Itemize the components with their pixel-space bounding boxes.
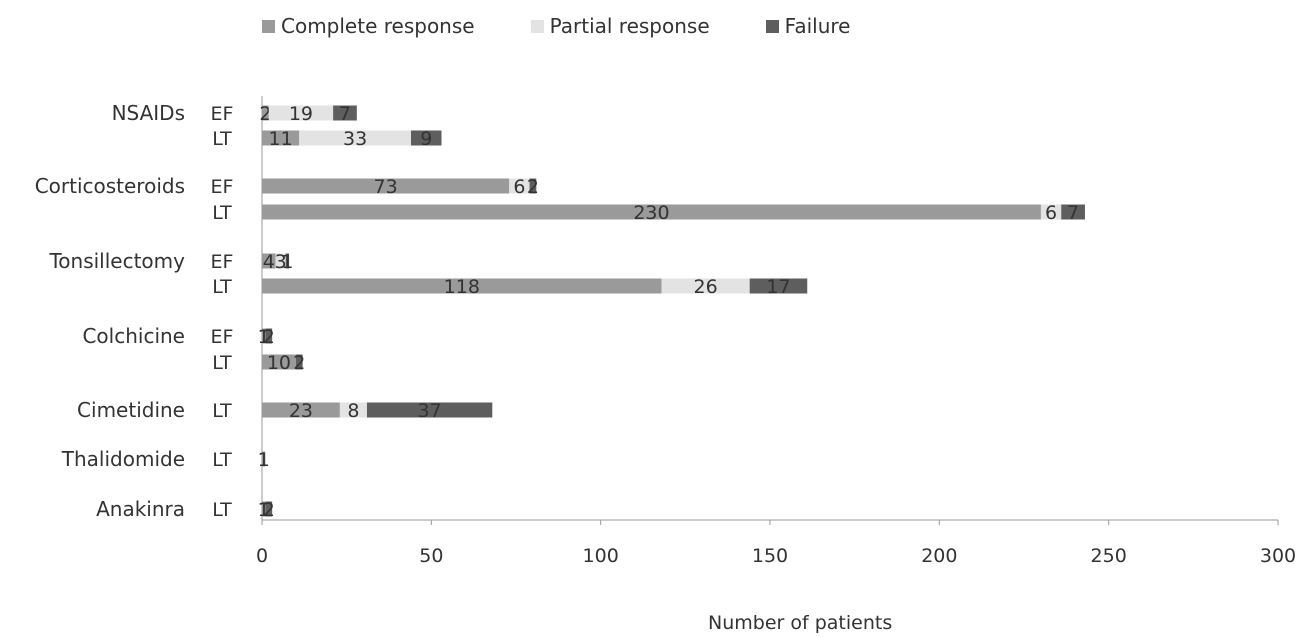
bar-failure bbox=[265, 328, 273, 344]
bar-complete bbox=[262, 451, 266, 467]
data-label-partial: 3 bbox=[275, 251, 287, 273]
data-label-partial: 6 bbox=[1045, 202, 1057, 224]
x-tick-label: 150 bbox=[752, 545, 788, 567]
bar-failure bbox=[749, 278, 808, 294]
data-label-complete: 23 bbox=[289, 400, 313, 422]
row-label: EF bbox=[211, 251, 234, 273]
legend-label-complete: Complete response bbox=[281, 14, 475, 38]
legend-label-partial: Partial response bbox=[549, 14, 710, 38]
data-label-failure: 2 bbox=[293, 352, 305, 374]
row-label: LT bbox=[212, 352, 232, 374]
bar-complete bbox=[262, 204, 1041, 220]
data-label-partial: 6 bbox=[513, 176, 525, 198]
row-label: EF bbox=[211, 176, 234, 198]
data-label-partial: 8 bbox=[347, 400, 359, 422]
bar-complete bbox=[262, 130, 300, 146]
bar-failure bbox=[366, 402, 493, 418]
bar-complete bbox=[262, 105, 269, 121]
group-label: NSAIDs bbox=[112, 101, 185, 125]
data-label-failure: 9 bbox=[420, 128, 432, 150]
group-label: Cimetidine bbox=[77, 398, 185, 422]
row-label: LT bbox=[212, 276, 232, 298]
legend-label-failure: Failure bbox=[784, 14, 851, 38]
bar-complete bbox=[262, 253, 276, 269]
x-tick-label: 100 bbox=[583, 545, 619, 567]
row-label: EF bbox=[211, 103, 234, 125]
bar-failure bbox=[411, 130, 442, 146]
data-label-failure: 7 bbox=[339, 103, 351, 125]
data-label-complete: 230 bbox=[633, 202, 669, 224]
data-label-complete: 118 bbox=[444, 276, 480, 298]
legend-item-complete: Complete response bbox=[262, 14, 475, 38]
data-label-complete: 2 bbox=[259, 103, 271, 125]
row-label: LT bbox=[212, 128, 232, 150]
bar-complete bbox=[262, 402, 340, 418]
group-label: Tonsillectomy bbox=[48, 249, 185, 273]
group-label: Corticosteroids bbox=[35, 174, 185, 198]
group-label: Anakinra bbox=[96, 497, 185, 521]
chart-legend: Complete response Partial response Failu… bbox=[262, 14, 850, 38]
data-label-complete: 4 bbox=[263, 251, 275, 273]
bar-failure bbox=[265, 501, 273, 517]
group-label: Colchicine bbox=[82, 324, 185, 348]
x-axis-title: Number of patients bbox=[708, 612, 893, 634]
x-tick-label: 50 bbox=[419, 545, 443, 567]
group-label: Thalidomide bbox=[61, 447, 185, 471]
data-label-failure: 1 bbox=[281, 251, 293, 273]
x-tick-label: 250 bbox=[1091, 545, 1127, 567]
bar-complete bbox=[262, 278, 662, 294]
row-label: LT bbox=[212, 449, 232, 471]
bar-partial bbox=[509, 178, 530, 194]
x-tick-label: 0 bbox=[256, 545, 268, 567]
bar-complete bbox=[262, 328, 266, 344]
data-label-failure: 17 bbox=[766, 276, 790, 298]
bar-failure bbox=[295, 354, 303, 370]
bar-partial bbox=[1040, 204, 1062, 220]
bar-partial bbox=[661, 278, 750, 294]
data-label-complete: 11 bbox=[269, 128, 293, 150]
x-tick-label: 200 bbox=[921, 545, 957, 567]
legend-swatch-partial bbox=[530, 19, 544, 33]
data-label-complete: 10 bbox=[267, 352, 291, 374]
data-label-complete: 1 bbox=[258, 449, 270, 471]
data-label-complete: 73 bbox=[374, 176, 398, 198]
legend-swatch-failure bbox=[765, 19, 779, 33]
bar-failure bbox=[1061, 204, 1085, 220]
data-label-partial: 26 bbox=[694, 276, 718, 298]
legend-item-failure: Failure bbox=[765, 14, 851, 38]
data-label-failure: 37 bbox=[418, 400, 442, 422]
data-label-partial: 19 bbox=[289, 103, 313, 125]
row-label: LT bbox=[212, 499, 232, 521]
bar-partial bbox=[275, 253, 286, 269]
data-label-partial: 33 bbox=[343, 128, 367, 150]
bar-failure bbox=[285, 253, 290, 269]
bar-failure bbox=[529, 178, 537, 194]
row-label: LT bbox=[212, 400, 232, 422]
bar-complete bbox=[262, 501, 266, 517]
data-label-failure: 2 bbox=[263, 499, 275, 521]
bar-failure bbox=[333, 105, 357, 121]
legend-item-partial: Partial response bbox=[530, 14, 710, 38]
row-label: LT bbox=[212, 202, 232, 224]
data-label-failure: 2 bbox=[527, 176, 539, 198]
row-label: EF bbox=[211, 326, 234, 348]
bar-complete bbox=[262, 178, 510, 194]
bar-complete bbox=[262, 354, 296, 370]
x-tick-label: 300 bbox=[1260, 545, 1296, 567]
bar-partial bbox=[339, 402, 367, 418]
data-label-failure: 7 bbox=[1067, 202, 1079, 224]
bar-partial bbox=[268, 105, 334, 121]
legend-swatch-complete bbox=[262, 19, 275, 33]
bar-partial bbox=[299, 130, 412, 146]
data-label-failure: 2 bbox=[263, 326, 275, 348]
